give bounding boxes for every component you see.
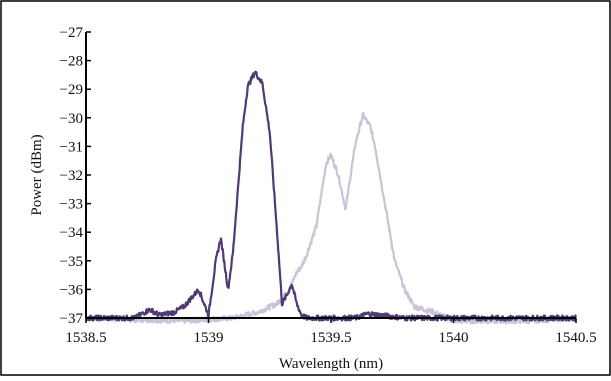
y-tick-label: −37 [60,311,84,327]
y-tick-label: −33 [60,197,83,213]
y-tick-label: −30 [60,111,83,127]
y-tick-label: −27 [60,25,84,41]
y-tick-label: −36 [60,282,84,298]
x-tick-label: 1538.5 [65,330,106,346]
y-tick-label: −32 [60,168,83,184]
x-tick-label: 1539.5 [310,330,351,346]
x-tick-label: 1540 [439,330,469,346]
x-tick-label: 1539 [194,330,224,346]
y-tick-labels: −27 −28 −29 −30 −31 −32 −33 −34 −35 −36 −37 [60,25,91,327]
y-tick-label: −31 [60,139,83,155]
y-tick-label: −28 [60,54,83,70]
y-tick-label: −34 [60,225,84,241]
x-tick-label: 1540.5 [555,330,596,346]
y-tick-label: −35 [60,254,83,270]
x-axis-label: Wavelength (nm) [279,356,383,372]
y-tick-label: −29 [60,82,83,98]
x-tick-labels: 1538.5 1539 1539.5 1540 1540.5 [65,318,597,346]
y-axis-label: Power (dBm) [29,134,45,215]
